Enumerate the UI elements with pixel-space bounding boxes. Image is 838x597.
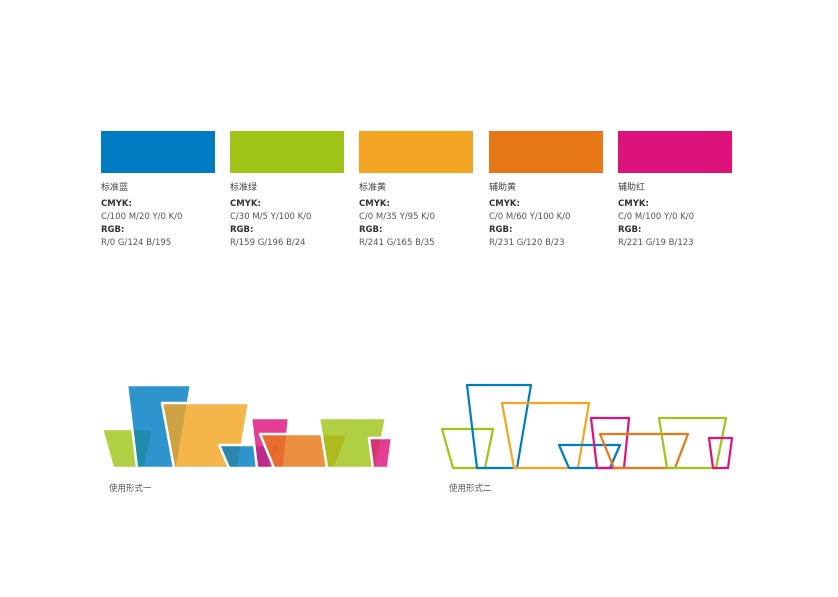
color-card-standard-green: 标准绿 CMYK: C/30 M/5 Y/100 K/0 RGB: R/159 … xyxy=(230,131,346,248)
rgb-label: RGB: xyxy=(101,225,125,235)
cmyk-value: C/0 M/35 Y/95 K/0 xyxy=(359,212,436,222)
usage-form-1-filled-graphic xyxy=(100,383,394,470)
rgb-value: R/159 G/196 B/24 xyxy=(230,238,306,248)
rgb-value: R/0 G/124 B/195 xyxy=(101,238,172,248)
color-name: 辅助红 xyxy=(618,183,646,193)
color-card-standard-blue: 标准蓝 CMYK: C/100 M/20 Y/0 K/0 RGB: R/0 G/… xyxy=(101,131,217,248)
color-card-standard-yellow: 标准黄 CMYK: C/0 M/35 Y/95 K/0 RGB: R/241 G… xyxy=(359,131,475,248)
trapezoid-shape xyxy=(500,401,591,470)
rgb-value: R/221 G/19 B/123 xyxy=(618,238,694,248)
color-swatch xyxy=(359,131,473,173)
cmyk-label: CMYK: xyxy=(230,199,261,209)
cmyk-label: CMYK: xyxy=(101,199,132,209)
rgb-label: RGB: xyxy=(230,225,254,235)
trapezoid-shape xyxy=(367,436,394,470)
cmyk-value: C/0 M/60 Y/100 K/0 xyxy=(489,212,571,222)
rgb-label: RGB: xyxy=(359,225,383,235)
trapezoid-shape xyxy=(440,427,495,470)
color-swatch xyxy=(230,131,344,173)
color-name: 辅助黄 xyxy=(489,183,517,193)
trapezoid-shape xyxy=(707,436,734,470)
rgb-value: R/231 G/120 B/23 xyxy=(489,238,565,248)
trapezoid-shape xyxy=(465,383,533,470)
color-swatch xyxy=(101,131,215,173)
usage-form-2-caption: 使用形式二 xyxy=(449,484,492,494)
color-swatch xyxy=(489,131,603,173)
color-card-auxiliary-yellow: 辅助黄 CMYK: C/0 M/60 Y/100 K/0 RGB: R/231 … xyxy=(489,131,605,248)
rgb-value: R/241 G/165 B/35 xyxy=(359,238,435,248)
color-name: 标准黄 xyxy=(359,183,387,193)
cmyk-value: C/0 M/100 Y/0 K/0 xyxy=(618,212,695,222)
cmyk-label: CMYK: xyxy=(359,199,390,209)
cmyk-value: C/100 M/20 Y/0 K/0 xyxy=(101,212,183,222)
color-card-auxiliary-red: 辅助红 CMYK: C/0 M/100 Y/0 K/0 RGB: R/221 G… xyxy=(618,131,734,248)
rgb-label: RGB: xyxy=(618,225,642,235)
usage-form-2-outline-graphic xyxy=(440,383,734,470)
trapezoid-shape xyxy=(657,416,728,470)
usage-form-1-caption: 使用形式一 xyxy=(109,484,152,494)
color-name: 标准蓝 xyxy=(101,183,129,193)
cmyk-value: C/30 M/5 Y/100 K/0 xyxy=(230,212,312,222)
cmyk-label: CMYK: xyxy=(489,199,520,209)
color-swatch xyxy=(618,131,732,173)
color-name: 标准绿 xyxy=(230,183,258,193)
rgb-label: RGB: xyxy=(489,225,513,235)
cmyk-label: CMYK: xyxy=(618,199,649,209)
trapezoid-shape xyxy=(557,443,622,470)
